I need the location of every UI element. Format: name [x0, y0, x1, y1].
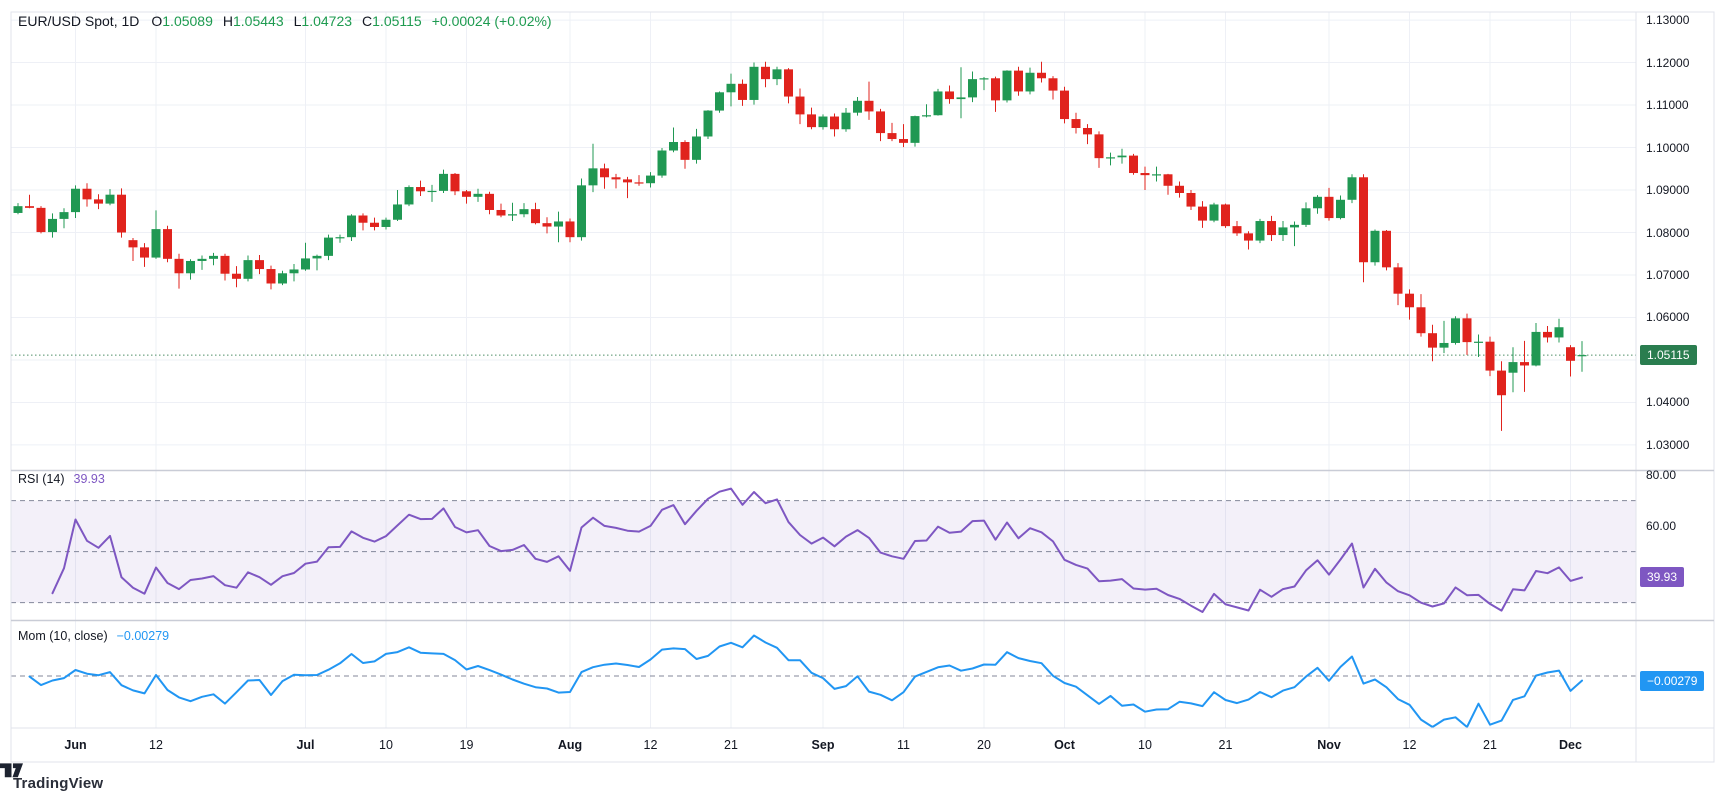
pane-separator[interactable] [11, 618, 1636, 623]
time-axis-label: 21 [724, 738, 738, 752]
price-axis-label: 1.11000 [1646, 98, 1689, 113]
momentum-value: −0.00279 [116, 629, 170, 643]
last-price-label: 1.05115 [1640, 345, 1697, 365]
time-axis-label: Jun [64, 738, 87, 752]
ohlc-legend: EUR/USD Spot, 1D O1.05089 H1.05443 L1.04… [18, 13, 552, 29]
ohlc-open: O1.05089 [151, 13, 213, 29]
time-axis-label: 20 [977, 738, 991, 752]
rsi-axis-label: 60.00 [1646, 519, 1677, 534]
time-axis-label: Jul [296, 738, 315, 752]
momentum-value-label: −0.00279 [1640, 671, 1705, 691]
ohlc-close: C1.05115 [362, 13, 422, 29]
price-pane[interactable] [11, 12, 1636, 470]
price-axis-label: 1.09000 [1646, 183, 1690, 198]
price-axis-label: 1.12000 [1646, 55, 1690, 70]
time-axis-label: 12 [643, 738, 658, 752]
rsi-value-label: 39.93 [1640, 567, 1685, 587]
time-axis-label: 10 [1138, 738, 1152, 752]
momentum-legend: Mom (10, close) −0.00279 [18, 629, 169, 643]
tradingview-logo[interactable]: TradingView [0, 763, 104, 792]
price-axis[interactable] [1636, 12, 1714, 728]
price-axis-label: 1.03000 [1646, 437, 1690, 452]
time-axis-label: 21 [1483, 738, 1497, 752]
rsi-value: 39.93 [73, 472, 105, 486]
time-axis-label: 19 [459, 738, 474, 752]
price-axis-label: 1.07000 [1646, 267, 1690, 282]
symbol-title: EUR/USD Spot, 1D [18, 13, 140, 29]
rsi-title: RSI (14) [18, 472, 65, 486]
ohlc-high: H1.05443 [222, 13, 284, 29]
price-axis-label: 1.13000 [1646, 13, 1690, 28]
time-axis-label: Oct [1054, 738, 1075, 752]
price-change: +0.00024 (+0.02%) [431, 13, 552, 29]
time-axis-label: 12 [149, 738, 163, 752]
ohlc-low: L1.04723 [293, 13, 353, 29]
rsi-axis-label: 80.00 [1646, 468, 1677, 483]
price-axis-label: 1.10000 [1646, 140, 1690, 155]
momentum-title: Mom (10, close) [18, 629, 108, 643]
time-axis-label: Dec [1559, 738, 1582, 752]
rsi-pane[interactable] [11, 471, 1636, 620]
tradingview-mark-icon [0, 763, 23, 778]
footer-bar: TradingView [0, 763, 1723, 803]
time-axis-label: 21 [1218, 738, 1233, 752]
time-axis-label: Sep [811, 738, 835, 752]
time-axis-label: 12 [1402, 738, 1417, 752]
brand-name: TradingView [13, 774, 104, 792]
time-axis-label: Nov [1317, 738, 1341, 752]
price-axis-label: 1.06000 [1646, 310, 1690, 325]
time-axis-label: 11 [897, 738, 910, 752]
momentum-pane[interactable] [11, 621, 1636, 728]
pane-separator[interactable] [11, 468, 1636, 473]
price-axis-label: 1.08000 [1646, 225, 1690, 240]
time-axis-label: Aug [557, 738, 583, 752]
price-axis-label: 1.04000 [1646, 395, 1690, 410]
time-axis-label: 10 [379, 738, 393, 752]
rsi-legend: RSI (14) 39.93 [18, 472, 105, 486]
